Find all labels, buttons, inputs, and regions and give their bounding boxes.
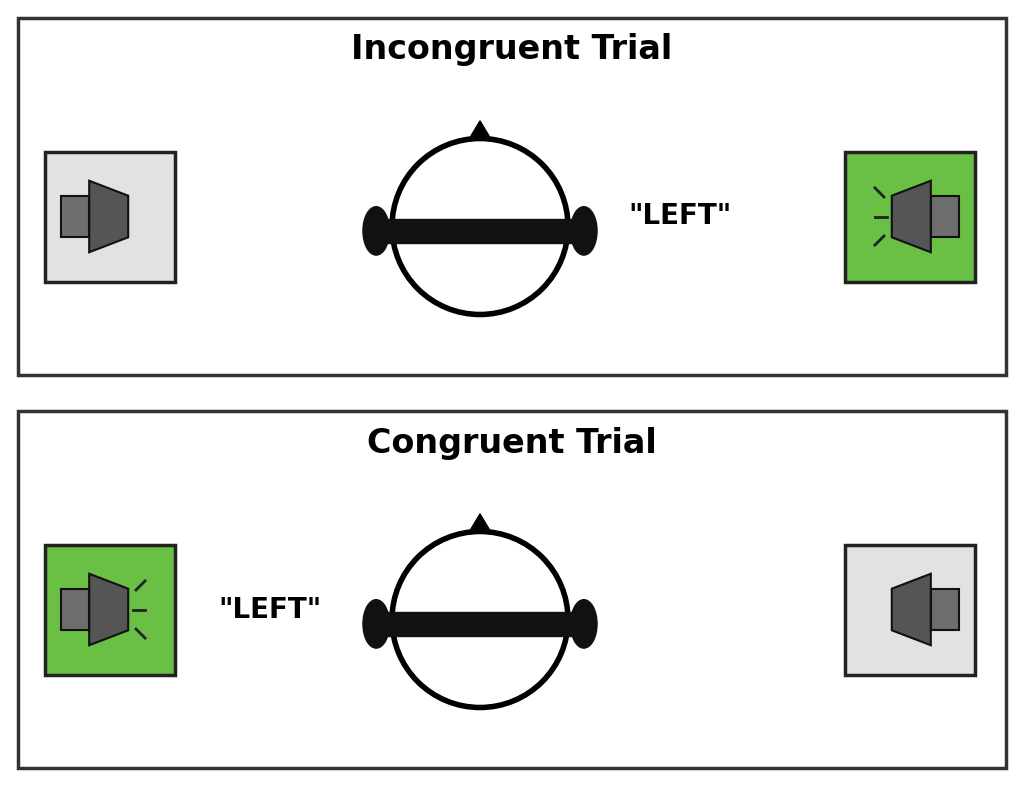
Polygon shape <box>892 574 931 645</box>
Polygon shape <box>469 514 490 531</box>
Bar <box>60 196 89 237</box>
Bar <box>376 219 584 243</box>
Ellipse shape <box>362 600 389 648</box>
Text: "LEFT": "LEFT" <box>218 596 322 623</box>
Ellipse shape <box>570 600 597 648</box>
Bar <box>18 18 1006 375</box>
Bar <box>376 612 584 636</box>
Polygon shape <box>469 121 490 138</box>
Bar <box>931 589 959 630</box>
Bar <box>45 545 175 674</box>
Polygon shape <box>892 181 931 252</box>
Polygon shape <box>89 574 128 645</box>
Bar <box>845 545 975 674</box>
Bar <box>60 589 89 630</box>
Bar <box>45 152 175 281</box>
Ellipse shape <box>570 207 597 255</box>
Bar <box>845 152 975 281</box>
Ellipse shape <box>362 207 389 255</box>
Text: "LEFT": "LEFT" <box>629 203 731 230</box>
Bar <box>931 196 959 237</box>
Polygon shape <box>89 181 128 252</box>
Text: Congruent Trial: Congruent Trial <box>368 427 656 460</box>
Bar <box>18 411 1006 768</box>
Text: Incongruent Trial: Incongruent Trial <box>351 34 673 67</box>
